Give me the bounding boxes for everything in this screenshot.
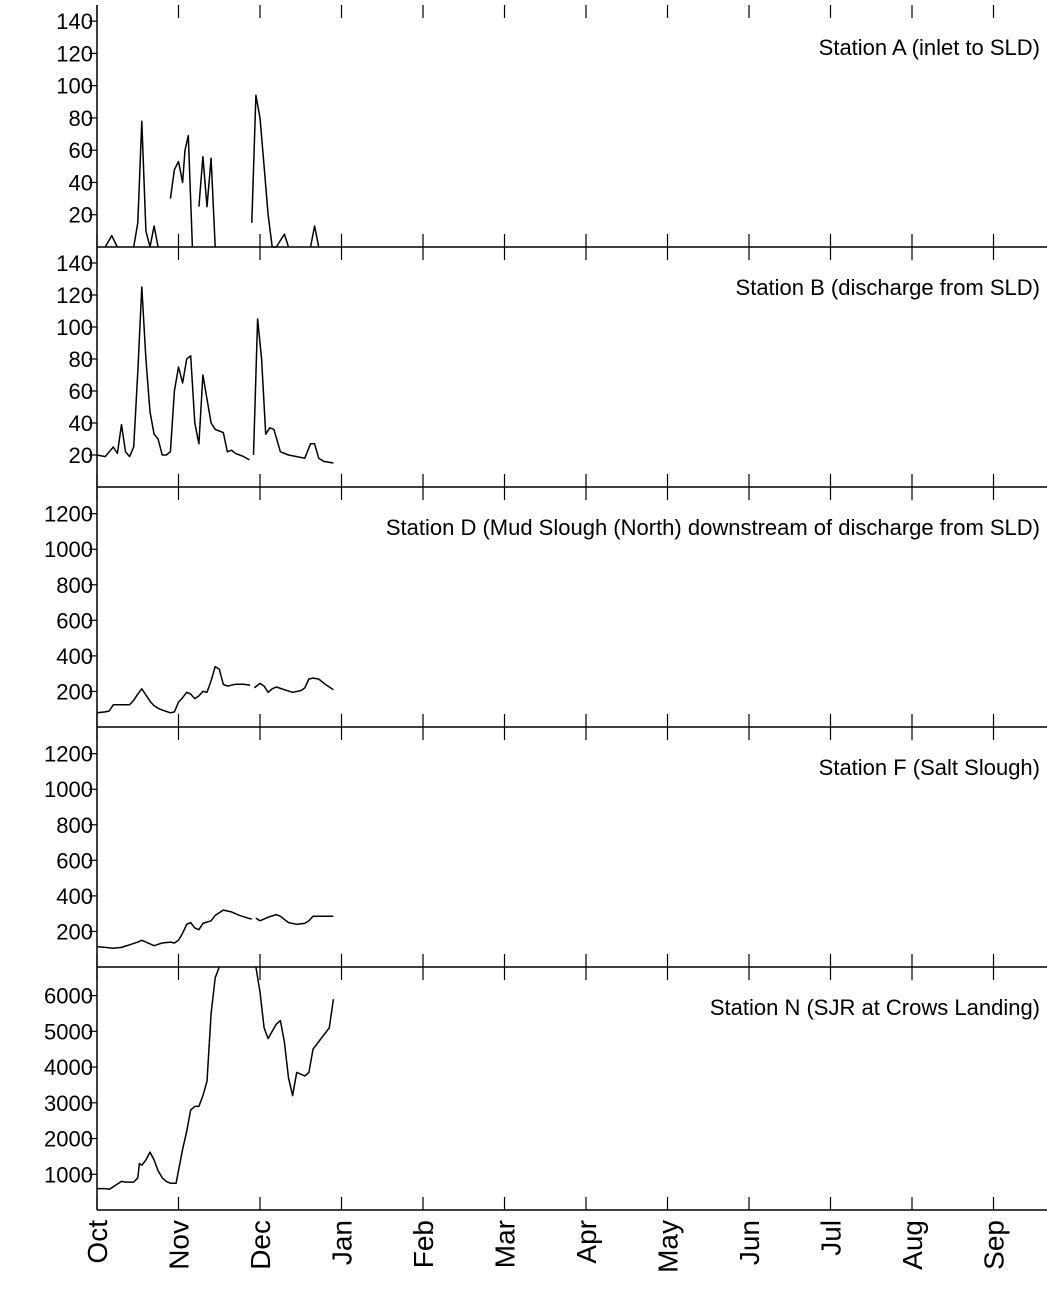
month-label: Sep	[979, 1220, 1010, 1270]
y-tick-label: 1200	[44, 742, 93, 767]
y-tick-label: 200	[56, 679, 93, 704]
y-tick-label: 120	[56, 283, 93, 308]
y-tick-label: 600	[56, 608, 93, 633]
y-tick-label: 2000	[44, 1127, 93, 1152]
chart-panels: 20 40 60 80 100 120 140 Station A (inlet to SLD…	[44, 5, 1047, 1211]
y-tick-label: 400	[56, 644, 93, 669]
y-tick-label: 600	[56, 848, 93, 873]
y-tick-label: 4000	[44, 1055, 93, 1080]
series-line	[132, 120, 159, 248]
series-line	[251, 94, 290, 248]
series-line	[97, 966, 221, 1191]
series-line	[255, 913, 334, 926]
panel-1: 20 40 60 80 100 120 140 Station A (inlet to SLD…	[56, 5, 1047, 248]
series-line	[96, 909, 252, 950]
panel-2: 20 40 60 80 100 120 140 Station B (discharge fr…	[56, 247, 1047, 488]
series-line	[96, 665, 251, 714]
series-line	[198, 155, 216, 248]
series-line	[169, 134, 194, 248]
month-label: Nov	[164, 1220, 195, 1270]
y-tick-label: 5000	[44, 1019, 93, 1044]
y-tick-label: 140	[56, 251, 93, 276]
month-label: Feb	[408, 1220, 439, 1268]
month-axis: Oct Nov Dec Jan Feb Mar Apr May Jun Jul Aug Sep	[82, 1220, 1010, 1273]
month-label: Apr	[571, 1220, 602, 1264]
series-line	[309, 225, 320, 248]
y-tick-label: 20	[69, 203, 93, 228]
y-tick-label: 60	[69, 138, 93, 163]
y-tick-label: 400	[56, 884, 93, 909]
panel-title: Station N (SJR at Crows Landing)	[710, 995, 1040, 1020]
y-tick-label: 3000	[44, 1091, 93, 1116]
series-line	[252, 318, 334, 464]
y-tick-label: 1000	[44, 537, 93, 562]
month-label: May	[653, 1220, 684, 1273]
y-tick-label: 800	[56, 573, 93, 598]
panel-title: Station D (Mud Slough (North) downstream…	[386, 515, 1040, 540]
y-tick-label: 100	[56, 74, 93, 99]
y-tick-label: 1000	[44, 1162, 93, 1187]
y-tick-label: 140	[56, 9, 93, 34]
y-tick-label: 1200	[44, 502, 93, 527]
panel-title: Station B (discharge from SLD)	[736, 275, 1040, 300]
panel-title: Station A (inlet to SLD)	[819, 35, 1040, 60]
month-label: Dec	[245, 1220, 276, 1270]
y-tick-label: 60	[69, 379, 93, 404]
y-tick-label: 20	[69, 443, 93, 468]
series-line	[104, 234, 119, 248]
month-label: Jul	[816, 1220, 847, 1256]
y-tick-label: 100	[56, 315, 93, 340]
y-tick-label: 6000	[44, 984, 93, 1009]
month-label: Oct	[82, 1220, 113, 1264]
y-tick-label: 800	[56, 813, 93, 838]
month-label: Jun	[734, 1220, 765, 1265]
month-label: Mar	[490, 1220, 521, 1268]
y-tick-label: 40	[69, 170, 93, 195]
panel-3: 200 400 600 800 1000 1200 Station D (Mud Sloug…	[44, 487, 1047, 728]
series-line	[96, 286, 250, 461]
month-label: Aug	[897, 1220, 928, 1270]
y-tick-label: 120	[56, 41, 93, 66]
panel-4: 200 400 600 800 1000 1200 Station F (Salt Slou…	[44, 727, 1047, 968]
y-tick-label: 80	[69, 106, 93, 131]
y-tick-label: 40	[69, 411, 93, 436]
y-tick-label: 1000	[44, 777, 93, 802]
series-line	[255, 966, 335, 1097]
month-label: Jan	[327, 1220, 358, 1265]
panel-5: 1000 2000 3000 4000 5000 6000 Station N (SJR a…	[44, 966, 1047, 1211]
series-line	[253, 677, 334, 694]
y-tick-label: 80	[69, 347, 93, 372]
y-tick-label: 200	[56, 919, 93, 944]
panel-title: Station F (Salt Slough)	[819, 755, 1040, 780]
